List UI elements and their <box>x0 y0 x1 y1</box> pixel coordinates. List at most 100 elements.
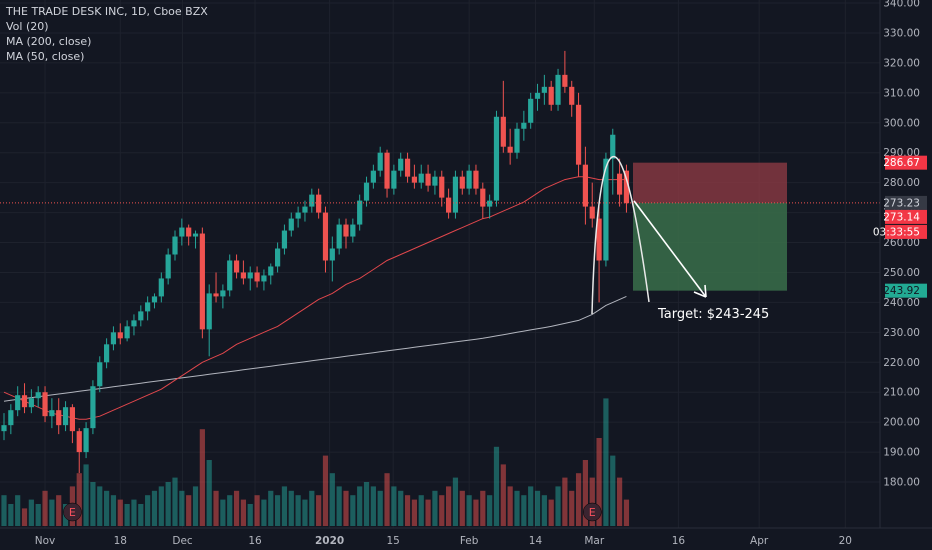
candles <box>1 50 630 474</box>
target-price-tag: 243.92 <box>883 285 920 297</box>
drawings[interactable]: Target: $243-245 <box>0 155 880 322</box>
y-tick-label: 250.00 <box>883 267 920 279</box>
candle-body <box>534 92 541 99</box>
y-tick-label: 230.00 <box>883 327 920 339</box>
candle-body <box>329 248 335 261</box>
candle-body <box>514 128 520 153</box>
volume-bar <box>432 490 438 526</box>
volume-bar <box>35 504 41 526</box>
position-zones[interactable] <box>633 162 787 291</box>
candle-body <box>227 260 233 291</box>
last-price-tag-bg <box>885 195 927 210</box>
candle-body <box>548 86 554 105</box>
y-tick-label: 260.00 <box>883 237 920 249</box>
candle-body <box>384 152 390 189</box>
y-tick-label: 300.00 <box>883 117 920 129</box>
volume-bar <box>261 499 267 526</box>
candle-body <box>322 212 329 261</box>
volume-bar <box>582 460 588 526</box>
volume-bar <box>350 495 356 526</box>
volume-bar <box>131 499 137 526</box>
target-arrow-line <box>633 200 707 298</box>
ma200-indicator-label[interactable]: MA (200, close) <box>6 35 92 48</box>
volume-bar <box>8 504 14 526</box>
candle-body <box>220 290 226 297</box>
candle-body <box>90 386 96 429</box>
volume-bar <box>110 495 117 526</box>
candle-body <box>363 182 370 201</box>
volume-bar <box>288 490 294 526</box>
vol-indicator-label[interactable]: Vol (20) <box>6 20 49 33</box>
volume-bar <box>145 495 151 526</box>
candle-body <box>97 362 103 387</box>
candle-body <box>480 188 486 207</box>
y-tick-label: 240.00 <box>883 297 920 309</box>
candle-body <box>28 398 34 408</box>
volume-bar <box>76 473 82 526</box>
volume-bar <box>295 495 301 526</box>
volume-bar <box>233 490 240 526</box>
y-tick-label: 220.00 <box>883 357 920 369</box>
symbol-title[interactable]: THE TRADE DESK INC, 1D, Cboe BZX <box>6 5 208 18</box>
volume-bar <box>336 486 342 526</box>
y-tick-label: 180.00 <box>883 477 920 489</box>
volume-bar <box>192 486 199 526</box>
volume-bar <box>418 495 424 526</box>
volume-bar <box>555 486 561 526</box>
volume-bar <box>391 486 397 526</box>
candle-body <box>172 236 178 255</box>
candle-body <box>432 176 438 186</box>
candle-body <box>589 206 595 219</box>
volume-bar <box>370 486 376 526</box>
ma50-indicator-label[interactable]: MA (50, close) <box>6 50 85 63</box>
volume-bar <box>83 464 89 526</box>
volume-bar <box>493 446 500 526</box>
price-tags: 286.67 273.23 273.14 03:33:55 243.92 <box>873 155 927 298</box>
volume-bar <box>548 499 554 526</box>
ma200-line <box>3 295 627 402</box>
close-price-tag: 273.14 <box>883 211 920 223</box>
candle-body <box>582 164 588 207</box>
volume-bar <box>206 460 212 526</box>
candle-body <box>138 311 144 321</box>
volume-bar <box>384 473 390 526</box>
candle-body <box>302 206 308 213</box>
volume-bar <box>507 486 513 526</box>
candle-body <box>521 122 527 129</box>
candle-body <box>316 194 322 213</box>
y-tick-label: 310.00 <box>883 87 920 99</box>
volume-bar <box>623 499 630 526</box>
y-tick-label: 330.00 <box>883 27 920 39</box>
chart-legend: THE TRADE DESK INC, 1D, Cboe BZX Vol (20… <box>6 4 208 64</box>
volume-bar <box>473 499 479 526</box>
time-axis[interactable]: Nov 18 Dec 16 2020 15 Feb 14 Mar 16 Apr 20 E E <box>0 502 932 547</box>
candle-body <box>487 200 493 207</box>
volume-bar <box>329 473 335 526</box>
candle-body <box>56 410 62 426</box>
candle-body <box>145 302 151 312</box>
ma200-path <box>3 295 627 402</box>
volume-bar <box>322 455 329 526</box>
volume-bar <box>49 499 55 526</box>
candle-body <box>15 395 21 411</box>
candle-body <box>1 425 7 432</box>
candle-body <box>83 428 89 453</box>
last-price-tag: 273.23 <box>883 197 920 209</box>
y-tick-label: 200.00 <box>883 417 920 429</box>
candle-body <box>623 170 630 204</box>
x-tick-label: Dec <box>172 535 193 547</box>
volume-bar <box>165 482 171 526</box>
candle-body <box>596 218 602 261</box>
y-tick-label: 340.00 <box>883 0 920 10</box>
candle-body <box>398 158 404 171</box>
candle-body <box>131 320 137 327</box>
target-price-tag-bg <box>885 283 927 298</box>
y-tick-label: 210.00 <box>883 387 920 399</box>
volume-bar <box>575 473 582 526</box>
y-tick-label: 280.00 <box>883 177 920 189</box>
volume-bar <box>199 429 205 526</box>
candle-body <box>404 158 411 177</box>
